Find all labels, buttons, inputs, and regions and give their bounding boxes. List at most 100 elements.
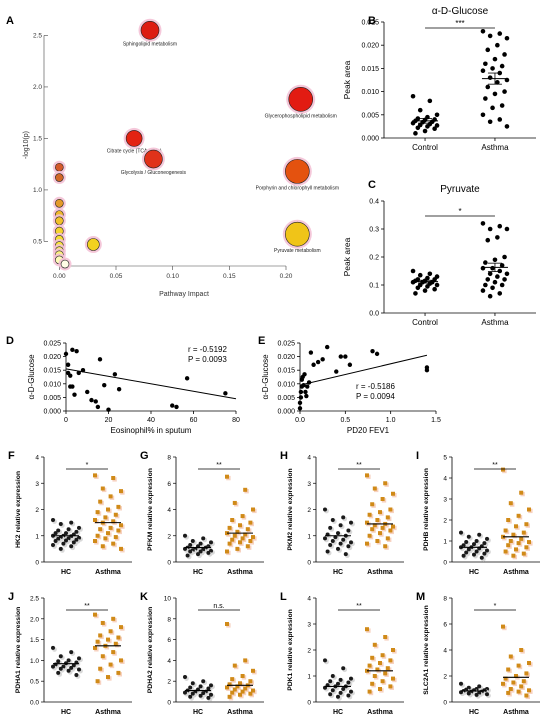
data-point	[391, 648, 395, 652]
significance-label: *	[86, 462, 89, 469]
data-point	[240, 514, 245, 519]
x-tick-label: HC	[61, 569, 71, 576]
data-point	[232, 500, 237, 505]
y-tick-label: 0.005	[43, 395, 61, 402]
x-tick-label: Asthma	[227, 569, 253, 576]
data-point	[497, 31, 503, 36]
data-point	[497, 268, 503, 274]
data-point	[503, 676, 508, 681]
data-point	[495, 235, 500, 240]
y-tick-label: 0.015	[43, 368, 61, 375]
stat-annotation: P = 0.0094	[356, 392, 395, 401]
y-tick-label: 1.5	[33, 135, 42, 142]
data-point	[65, 362, 71, 367]
data-point	[521, 551, 526, 556]
y-tick-label: 0.005	[361, 112, 379, 119]
x-tick-label: HC	[193, 569, 203, 576]
data-point	[474, 692, 479, 697]
data-point	[308, 350, 314, 355]
data-point	[238, 692, 242, 697]
data-point	[240, 689, 245, 694]
data-point	[490, 265, 495, 271]
x-tick-label: HC	[333, 569, 343, 576]
data-point	[514, 674, 518, 678]
x-tick-label: HC	[469, 709, 479, 716]
y-tick-label: 1	[443, 539, 447, 546]
y-tick-label: 8	[443, 596, 447, 603]
data-point	[485, 692, 489, 697]
data-point	[251, 507, 255, 512]
data-point	[485, 47, 491, 53]
data-point	[201, 691, 206, 696]
data-point	[336, 681, 340, 686]
data-point	[499, 63, 505, 69]
panel-letter-d: D	[6, 335, 14, 347]
x-axis-label: PD20 FEV1	[347, 426, 390, 435]
data-point	[375, 539, 380, 543]
x-tick-label: 1.0	[386, 417, 396, 424]
data-point	[53, 531, 58, 536]
data-point	[527, 507, 531, 512]
data-point	[464, 550, 469, 555]
data-point	[499, 282, 505, 288]
data-point	[98, 633, 103, 638]
y-tick-label: 4	[167, 658, 171, 665]
y-tick-label: 6	[443, 622, 447, 629]
data-point	[349, 540, 353, 545]
data-point	[367, 512, 372, 517]
data-point	[100, 544, 105, 549]
data-point	[201, 679, 206, 684]
data-point	[184, 376, 190, 381]
data-point	[95, 679, 100, 684]
data-point	[372, 674, 377, 678]
y-tick-label: 0	[167, 700, 171, 707]
data-point	[466, 534, 471, 539]
data-point	[365, 473, 369, 478]
y-axis-label: α-D-Glucose	[261, 354, 270, 400]
data-point	[102, 382, 107, 388]
data-point	[341, 666, 346, 671]
data-point	[225, 549, 229, 554]
data-point	[487, 271, 493, 277]
x-tick-label: 1.5	[431, 417, 441, 424]
data-point	[111, 650, 116, 655]
y-tick-label: 6	[167, 637, 171, 644]
data-point	[93, 645, 97, 650]
data-point	[365, 520, 369, 525]
data-point	[516, 513, 521, 518]
x-tick-label: HC	[61, 709, 71, 716]
y-tick-label: 0	[443, 560, 447, 567]
y-tick-label: 2.0	[33, 84, 42, 91]
data-point	[113, 641, 118, 646]
x-tick-label: 0.0	[295, 417, 305, 424]
x-tick-label: 0.20	[280, 273, 293, 280]
data-point	[56, 670, 61, 675]
data-point	[315, 359, 321, 365]
data-point	[482, 541, 487, 546]
y-tick-label: 1.0	[30, 658, 39, 665]
data-point	[383, 544, 388, 549]
data-point	[480, 68, 486, 74]
data-point	[367, 533, 372, 538]
data-point	[385, 515, 390, 520]
data-point	[410, 279, 416, 285]
bubble-point	[55, 162, 64, 172]
data-point	[77, 667, 81, 672]
data-point	[487, 75, 493, 80]
data-point	[95, 404, 101, 410]
data-point	[474, 549, 479, 554]
data-point	[502, 52, 507, 57]
data-point	[240, 536, 245, 541]
panel-m: M 0 2 4 6 8 SLC2A1 relative expression HC Asthma…	[416, 591, 540, 716]
data-point	[378, 687, 382, 691]
panel-letter-h: H	[280, 450, 288, 462]
panel-g: G 0 2 4 6 8 PFKM relative expression HC Asthma **	[140, 450, 264, 576]
data-point	[70, 384, 75, 389]
data-point	[506, 543, 511, 548]
significance-label: *	[494, 603, 497, 610]
data-point	[251, 535, 255, 540]
data-point	[495, 42, 500, 48]
data-point	[190, 539, 195, 543]
data-point	[349, 689, 353, 694]
data-point	[519, 684, 524, 689]
